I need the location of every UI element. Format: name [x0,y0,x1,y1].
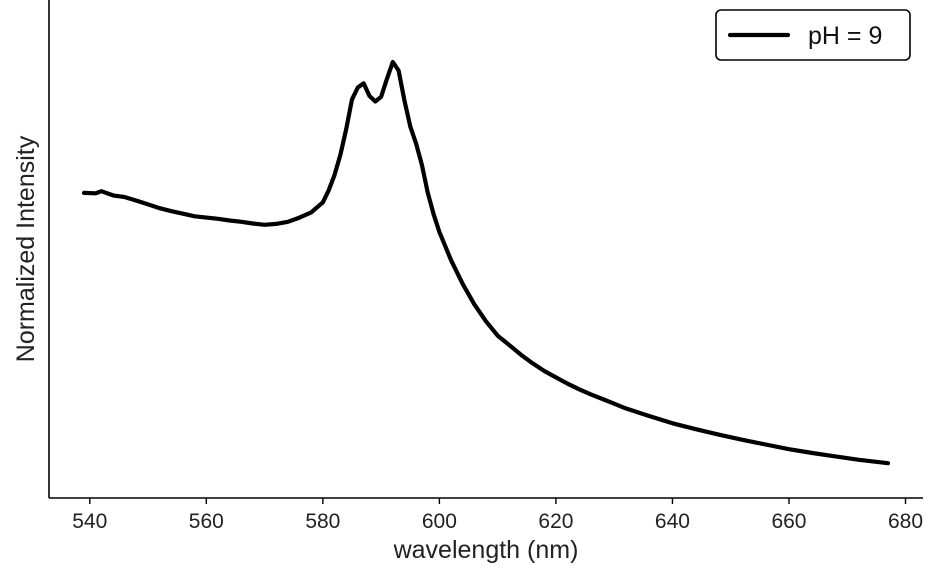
axes [48,0,923,499]
series-line [81,59,891,466]
x-axis-label: wavelength (nm) [393,536,579,564]
y-axis-label: Normalized Intensity [12,135,40,362]
x-tick-label: 540 [72,510,107,533]
x-tick-label: 640 [655,510,690,533]
x-ticks: 540 560 580 600 620 640 660 680 [72,498,923,533]
x-tick-label: 660 [771,510,806,533]
x-tick-label: 580 [305,510,340,533]
legend: pH = 9 [715,9,911,61]
x-tick-label: 560 [189,510,224,533]
x-tick-label: 680 [888,510,923,533]
legend-box [715,9,911,61]
series-group [81,59,891,466]
legend-label: pH = 9 [808,22,882,50]
x-tick-label: 620 [538,510,573,533]
x-tick-label: 600 [422,510,457,533]
